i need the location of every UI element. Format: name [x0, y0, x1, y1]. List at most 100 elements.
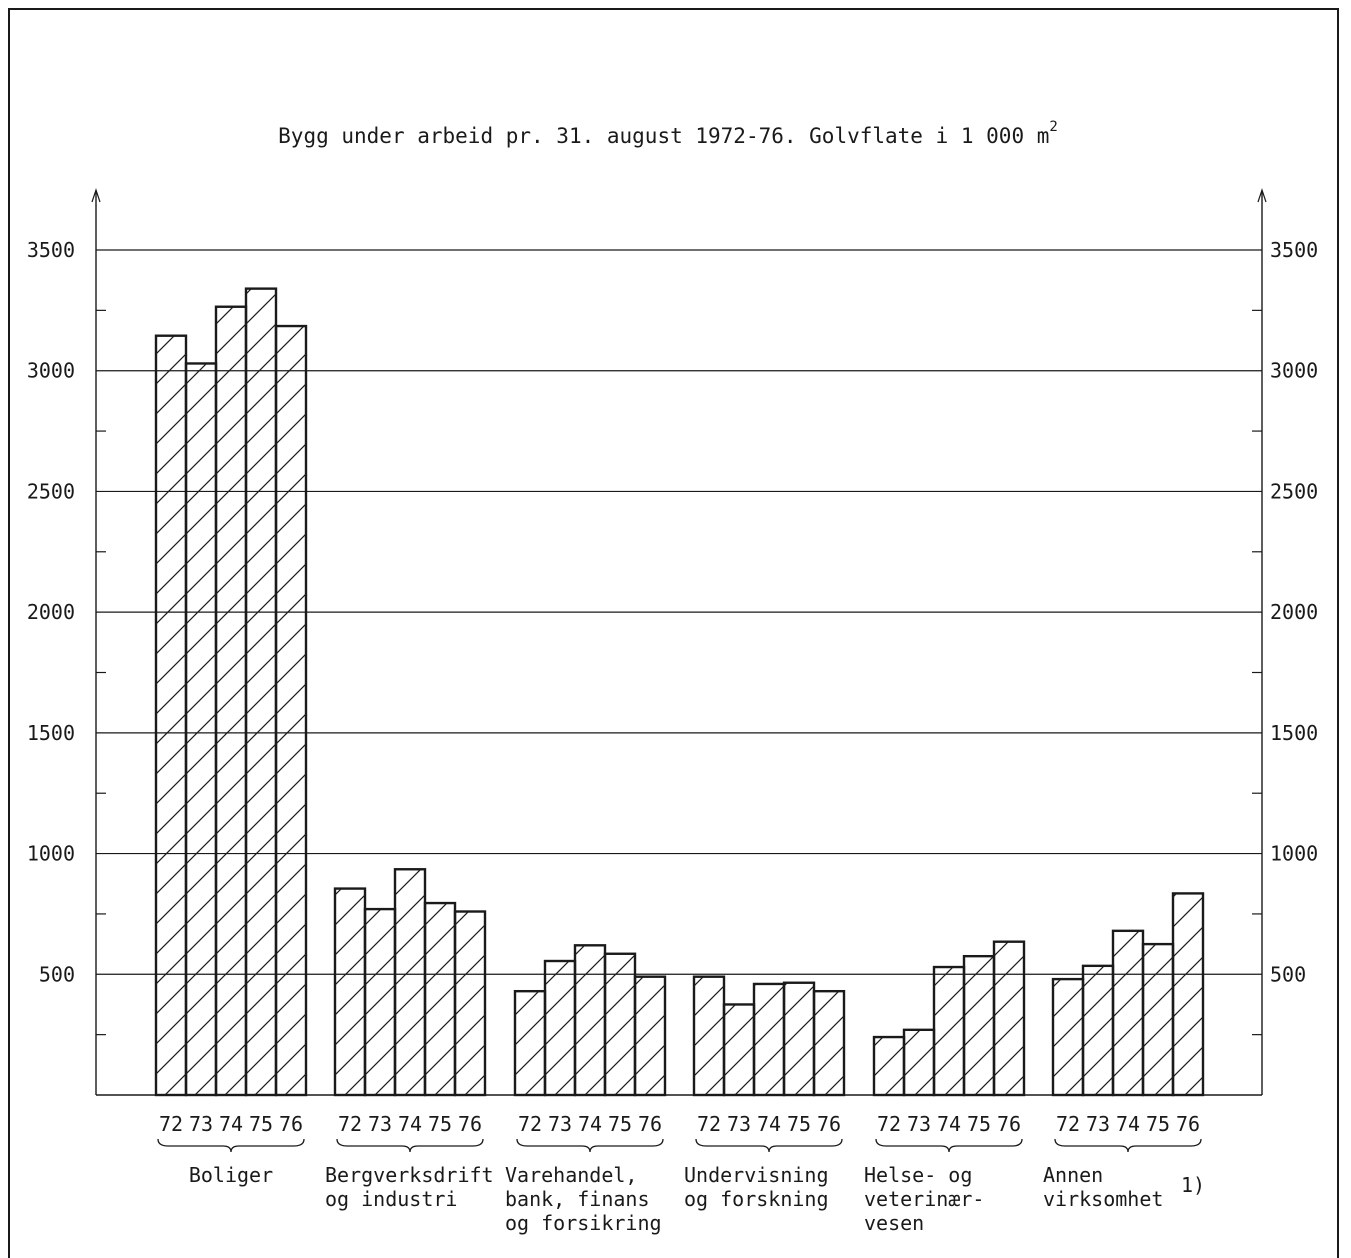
category-label-line: vesen — [864, 1211, 924, 1235]
bar — [752, 982, 786, 1097]
category-label-line: Boliger — [189, 1163, 273, 1187]
bar — [1171, 892, 1205, 1097]
x-tick-label: 75 — [608, 1112, 632, 1136]
bar — [274, 324, 308, 1097]
y-tick-label-left: 2500 — [27, 479, 75, 503]
x-tick-label: 74 — [578, 1112, 602, 1136]
bar — [573, 944, 607, 1097]
category-label: Annen virksomhet — [1043, 1163, 1163, 1211]
x-tick-label: 76 — [997, 1112, 1021, 1136]
y-tick-label-left: 500 — [39, 962, 75, 986]
y-tick-label-right: 1000 — [1270, 842, 1318, 866]
x-tick-label: 74 — [398, 1112, 422, 1136]
bar — [692, 975, 726, 1097]
y-tick-label-left: 1500 — [27, 721, 75, 745]
x-tick-label: 72 — [518, 1112, 542, 1136]
x-tick-label: 74 — [937, 1112, 961, 1136]
bar — [633, 975, 667, 1097]
x-tick-label: 73 — [727, 1112, 751, 1136]
chart-title: Bygg under arbeid pr. 31. august 1972-76… — [278, 119, 1058, 148]
x-tick-label: 72 — [1056, 1112, 1080, 1136]
labels: 500 500 1000 1000 1500 1500 2000 2000 2500 2500 30… — [27, 238, 1318, 1235]
group-brace — [336, 1138, 484, 1153]
y-tick-label-right: 3500 — [1270, 238, 1318, 262]
y-axis-right-arrow — [1257, 188, 1267, 203]
x-tick-label: 72 — [338, 1112, 362, 1136]
bar — [1141, 942, 1175, 1097]
x-tick-label: 75 — [428, 1112, 452, 1136]
category-label: Boliger — [189, 1163, 273, 1187]
bar — [782, 981, 816, 1097]
bar — [1111, 929, 1145, 1097]
category-label-line: og industri — [325, 1187, 457, 1211]
category-label-line: Helse- og — [864, 1163, 972, 1187]
bar — [214, 305, 248, 1097]
x-tick-label: 73 — [368, 1112, 392, 1136]
chart-title-main: Bygg under arbeid pr. 31. august 1972-76… — [278, 124, 1049, 148]
bar — [244, 287, 278, 1097]
x-tick-label: 76 — [1176, 1112, 1200, 1136]
category-label: Varehandel, bank, finans og forsikring — [505, 1163, 662, 1235]
x-tick-label: 73 — [189, 1112, 213, 1136]
y-axis-left-arrow — [91, 188, 101, 203]
x-tick-label: 76 — [638, 1112, 662, 1136]
bar — [543, 959, 577, 1097]
bar — [603, 952, 637, 1097]
x-tick-label: 74 — [219, 1112, 243, 1136]
category-label-line: og forskning — [684, 1187, 829, 1211]
x-tick-label: 73 — [1086, 1112, 1110, 1136]
category-label-line: Bergverksdrift — [325, 1163, 494, 1187]
bar — [453, 910, 487, 1097]
bar — [962, 954, 996, 1097]
y-tick-label-right: 1500 — [1270, 721, 1318, 745]
y-tick-label-right: 500 — [1270, 962, 1306, 986]
bar — [902, 1028, 936, 1097]
x-tick-label: 75 — [249, 1112, 273, 1136]
y-tick-label-left: 2000 — [27, 600, 75, 624]
bar — [932, 965, 966, 1097]
y-tick-label-left: 1000 — [27, 842, 75, 866]
x-tick-label: 76 — [817, 1112, 841, 1136]
bar — [872, 1035, 906, 1097]
chart-title-superscript: 2 — [1049, 119, 1057, 135]
bar — [363, 907, 397, 1097]
bar — [393, 868, 427, 1097]
group-brace — [695, 1138, 843, 1153]
bar — [992, 940, 1026, 1097]
y-tick-label-left: 3500 — [27, 238, 75, 262]
x-tick-label: 76 — [279, 1112, 303, 1136]
category-label: Helse- og veterinær-vesen — [864, 1163, 984, 1235]
x-tick-label: 72 — [697, 1112, 721, 1136]
category-label-line: Undervisning — [684, 1163, 829, 1187]
group-brace — [157, 1138, 305, 1153]
x-tick-label: 73 — [548, 1112, 572, 1136]
x-tick-label: 75 — [787, 1112, 811, 1136]
x-tick-label: 76 — [458, 1112, 482, 1136]
category-footnote: 1) — [1181, 1173, 1205, 1197]
x-tick-label: 72 — [877, 1112, 901, 1136]
group-brace — [875, 1138, 1023, 1153]
category-label-line: bank, finans — [505, 1187, 650, 1211]
figure-frame — [8, 8, 1339, 1258]
bars — [154, 287, 1205, 1097]
x-tick-label: 75 — [967, 1112, 991, 1136]
x-tick-label: 73 — [907, 1112, 931, 1136]
group-brace — [1054, 1138, 1202, 1153]
category-label-line: Varehandel, — [505, 1163, 637, 1187]
category-label-line: virksomhet — [1043, 1187, 1163, 1211]
bar — [333, 887, 367, 1097]
y-tick-label-right: 2000 — [1270, 600, 1318, 624]
bar — [184, 362, 218, 1097]
bar — [722, 1003, 756, 1097]
category-label: Bergverksdrift og industri — [325, 1163, 494, 1211]
bar — [1051, 977, 1085, 1097]
category-label: Undervisning og forskning — [684, 1163, 829, 1211]
bar — [154, 334, 188, 1097]
group-brace — [516, 1138, 664, 1153]
bar — [812, 989, 846, 1097]
x-tick-label: 75 — [1146, 1112, 1170, 1136]
y-tick-label-right: 3000 — [1270, 359, 1318, 383]
x-tick-label: 74 — [757, 1112, 781, 1136]
category-label-line: Annen — [1043, 1163, 1103, 1187]
